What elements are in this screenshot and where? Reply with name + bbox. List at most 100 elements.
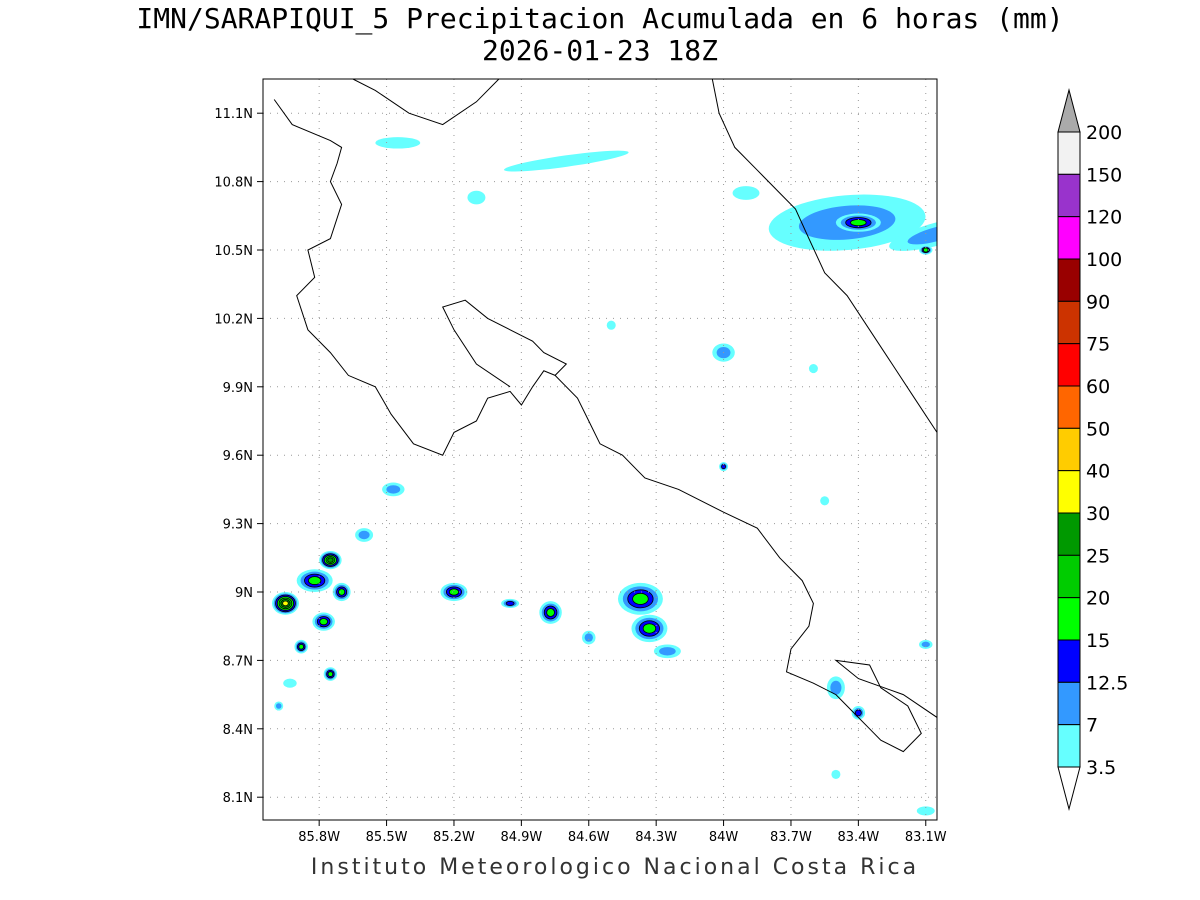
colorbar-segment — [1057, 724, 1081, 768]
precip-cell — [274, 701, 284, 711]
map-title: IMN/SARAPIQUI_5 Precipitacion Acumulada … — [136, 2, 1064, 35]
lat-tick-label: 10.8N — [214, 176, 253, 191]
precip-contour — [642, 623, 657, 634]
precip-contour — [606, 320, 616, 330]
colorbar-segment — [1057, 216, 1081, 260]
coastline — [711, 79, 937, 434]
precip-cell — [919, 245, 933, 255]
coastline-layer — [273, 79, 937, 753]
precip-cell — [808, 364, 818, 374]
lat-tick-label: 8.1N — [223, 791, 253, 806]
precip-cell — [294, 639, 308, 654]
colorbar-segment — [1057, 512, 1081, 556]
colorbar-segment — [1057, 597, 1081, 641]
colorbar-label: 75 — [1086, 334, 1110, 356]
lat-tick-label: 9N — [235, 586, 253, 601]
precip-contour — [830, 680, 842, 695]
precip-cell — [504, 150, 629, 172]
colorbar-label: 30 — [1086, 503, 1110, 525]
precip-cell — [964, 280, 1000, 294]
lon-tick-label: 84.6W — [568, 830, 610, 845]
precip-cell — [631, 614, 668, 643]
lon-tick-label: 85.5W — [366, 830, 408, 845]
precip-contour — [632, 592, 649, 605]
colorbar-label: 60 — [1086, 376, 1110, 398]
lat-tick-label: 10.2N — [214, 312, 253, 327]
precipitation-layer — [271, 137, 1000, 816]
lat-tick-label: 9.3N — [223, 518, 253, 533]
colorbar-segment — [1057, 385, 1081, 429]
colorbar-label: 15 — [1086, 630, 1110, 652]
precip-cell — [582, 630, 596, 645]
precip-contour — [907, 223, 937, 245]
precip-contour — [820, 496, 830, 506]
precip-cell — [653, 644, 681, 659]
footer-credit: Instituto Meteorologico Nacional Costa R… — [310, 855, 920, 880]
precip-cell — [719, 462, 729, 472]
lon-tick-label: 84W — [709, 830, 739, 845]
precip-contour — [921, 641, 930, 648]
precip-contour — [327, 557, 334, 563]
precip-cell — [539, 601, 562, 624]
latitude-axis: 11.1N 10.8N 10.5N 10.2N 9.9N 9.6N 9.3N 9N 8.7N 8.… — [214, 107, 263, 806]
precip-contour — [338, 588, 346, 596]
precip-cell — [440, 582, 468, 602]
precip-cell — [606, 320, 616, 330]
precip-contour — [319, 618, 328, 626]
colorbar-legend: 3.5 7 12.5 15 20 25 30 40 50 60 75 90 100 120 150 200 — [1057, 88, 1128, 811]
precip-contour — [721, 464, 726, 470]
colorbar-segment — [1057, 554, 1081, 599]
precip-cell — [375, 137, 421, 149]
map-frame — [262, 78, 938, 821]
precip-contour — [505, 600, 515, 606]
map-gridlines — [263, 79, 937, 820]
precip-cell — [732, 186, 760, 200]
precip-cell — [332, 582, 351, 602]
precip-cell — [467, 190, 486, 205]
lon-tick-label: 84.9W — [500, 830, 542, 845]
map-subtitle: 2026-01-23 18Z — [481, 34, 718, 67]
lon-tick-label: 84.3W — [635, 830, 677, 845]
precip-contour — [504, 150, 629, 172]
precip-contour — [467, 190, 486, 205]
precip-contour — [283, 678, 297, 688]
precip-cell — [501, 598, 520, 608]
precip-cell — [916, 806, 935, 816]
colorbar-segment — [1057, 427, 1081, 472]
precip-contour — [546, 608, 555, 617]
colorbar-label: 120 — [1086, 207, 1122, 229]
colorbar-segment — [1057, 173, 1081, 218]
coastline — [273, 99, 568, 456]
lon-tick-label: 83.7W — [770, 830, 812, 845]
lat-tick-label: 9.9N — [223, 381, 253, 396]
precip-cell — [382, 482, 405, 497]
precip-cell — [296, 569, 333, 592]
lat-tick-label: 10.5N — [214, 244, 253, 259]
colorbar-label: 20 — [1086, 588, 1110, 610]
precip-contour — [971, 282, 993, 290]
lon-tick-label: 83.4W — [837, 830, 879, 845]
precip-cell — [319, 550, 342, 570]
lon-tick-label: 85.8W — [298, 830, 340, 845]
precip-contour — [448, 588, 460, 596]
precip-cell — [820, 496, 830, 506]
coastline — [554, 375, 937, 753]
lat-tick-label: 8.7N — [223, 654, 253, 669]
lat-tick-label: 11.1N — [214, 107, 253, 122]
colorbar-segment — [1057, 639, 1081, 683]
precip-contour — [584, 633, 593, 642]
coastline — [352, 79, 500, 126]
precip-contour — [298, 643, 304, 650]
colorbar-label: 7 — [1086, 715, 1098, 737]
colorbar-label: 200 — [1086, 122, 1122, 144]
colorbar-segment — [1057, 470, 1081, 514]
precip-contour — [275, 703, 282, 709]
precip-cell — [826, 676, 845, 700]
lat-tick-label: 8.4N — [223, 723, 253, 738]
lat-tick-label: 9.6N — [223, 449, 253, 464]
precip-contour — [732, 186, 760, 200]
colorbar-segment — [1057, 343, 1081, 387]
precip-contour — [327, 671, 334, 677]
precip-cell — [323, 667, 338, 681]
